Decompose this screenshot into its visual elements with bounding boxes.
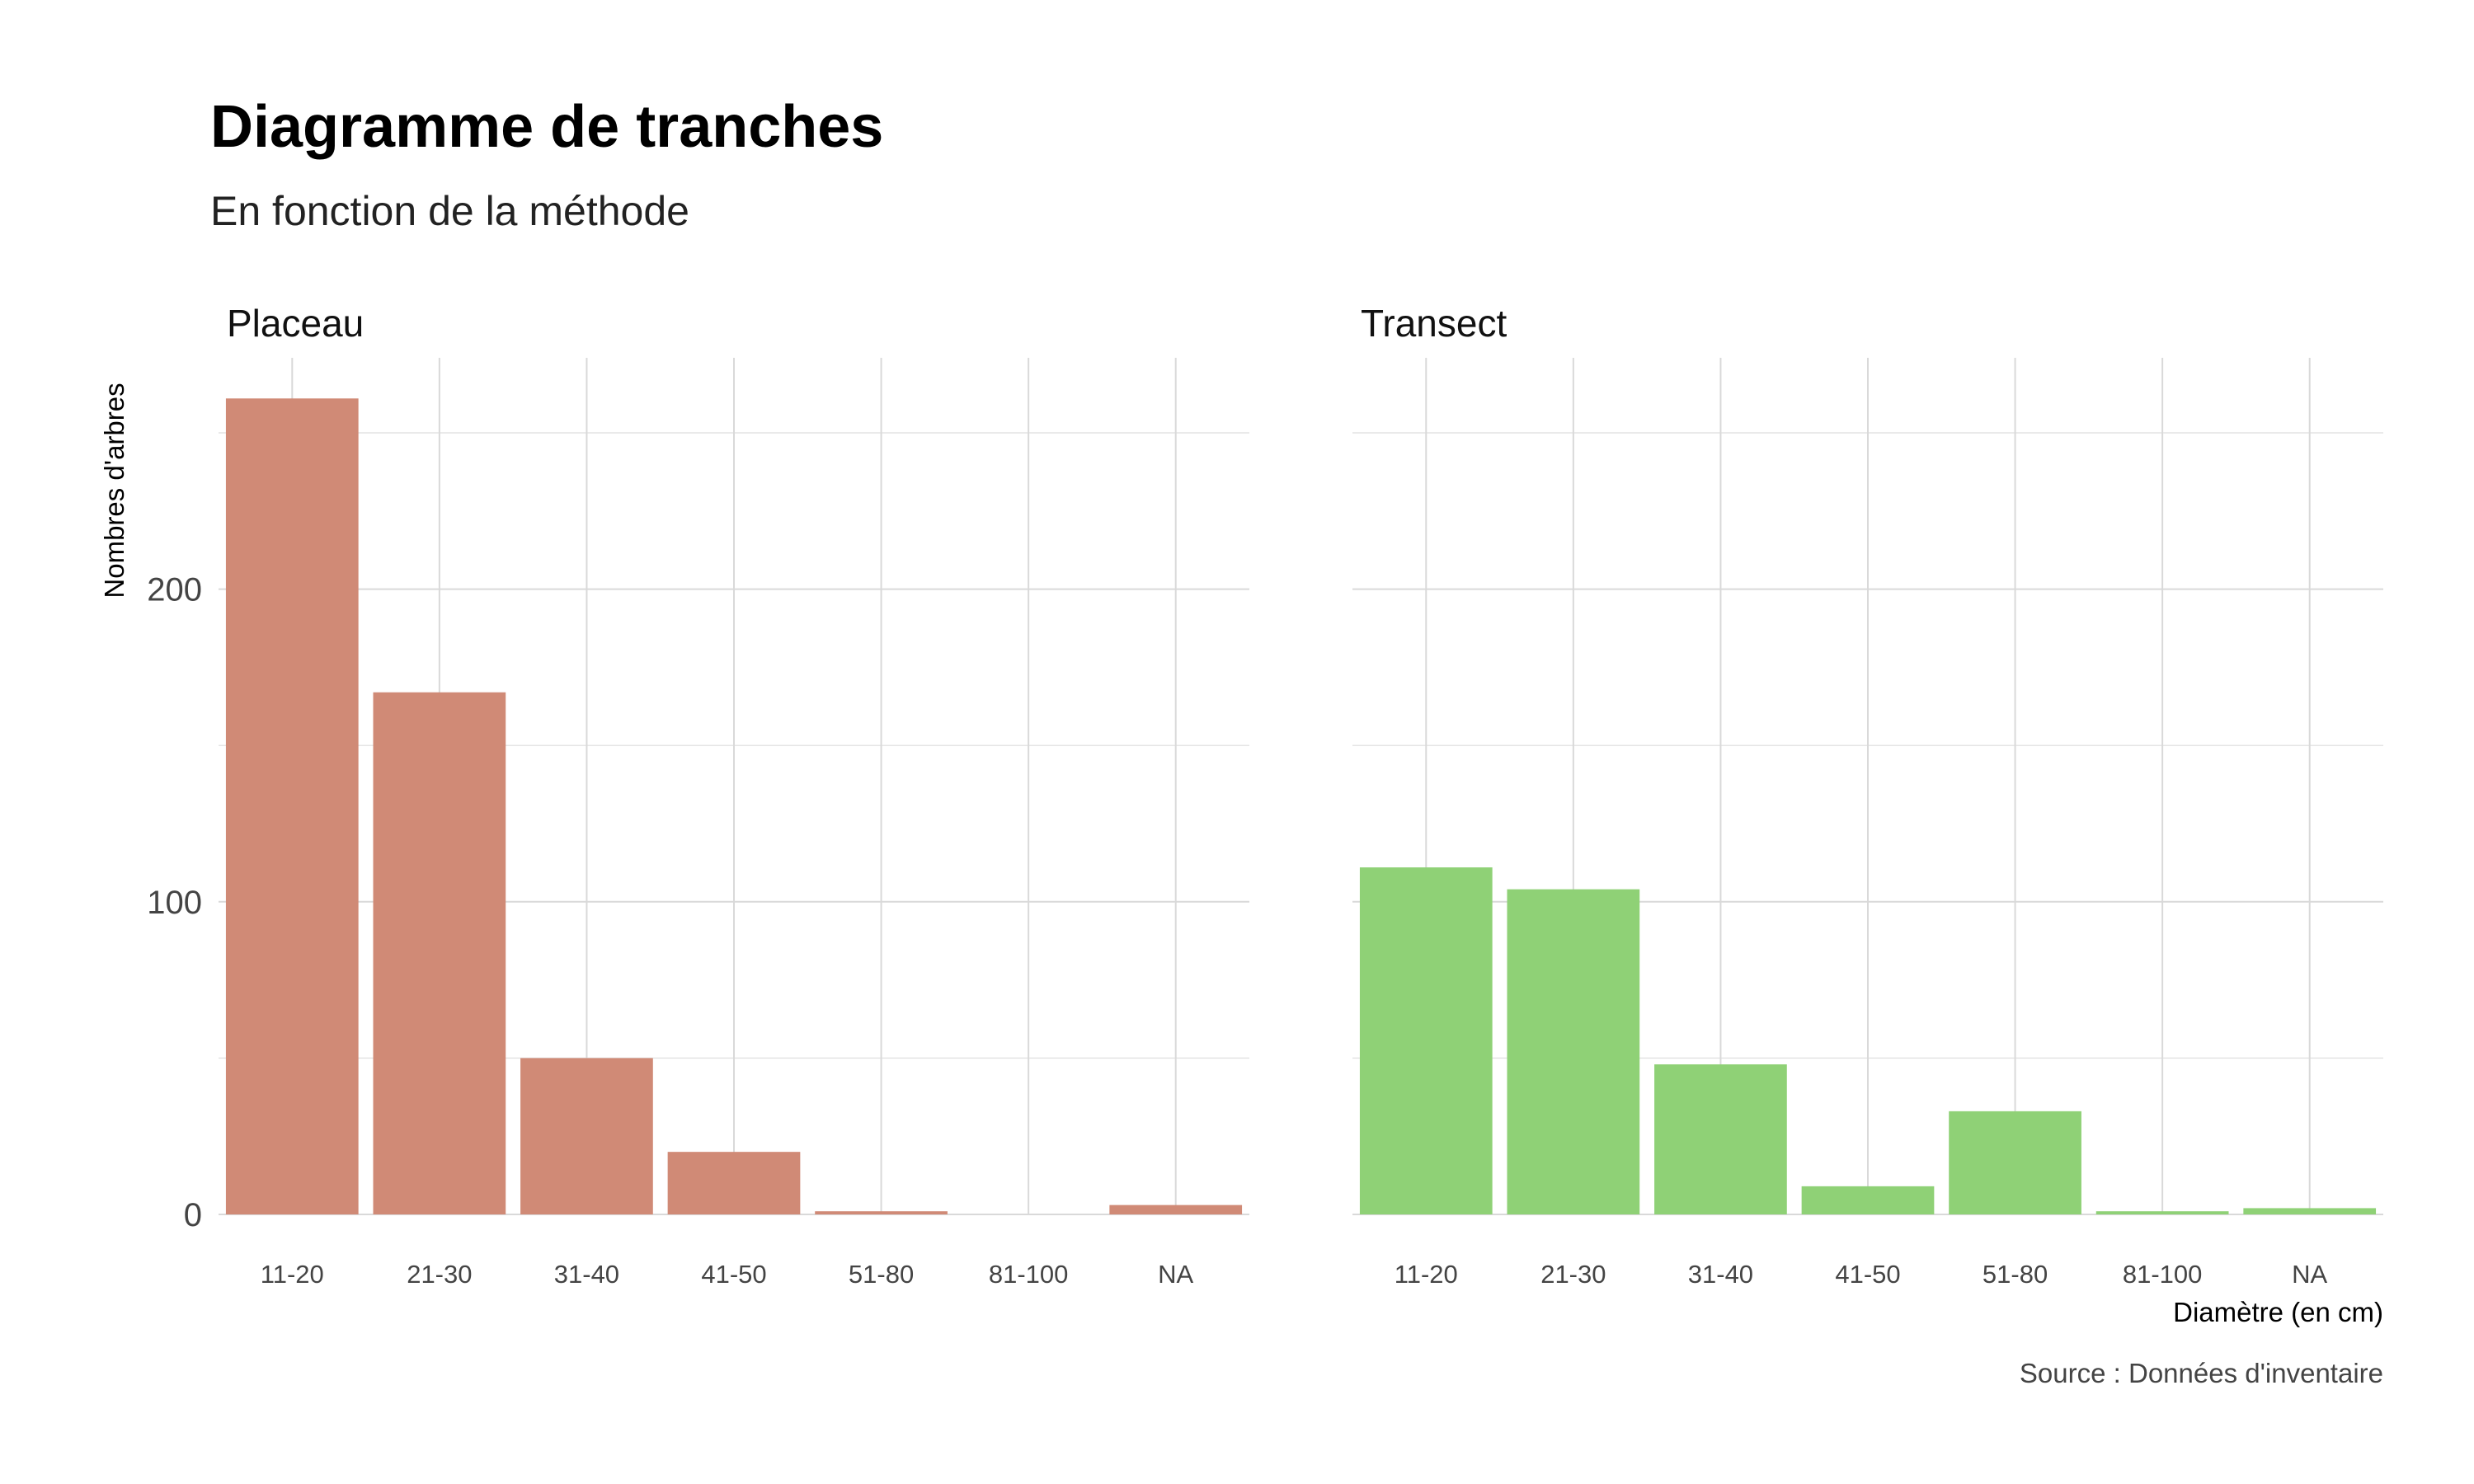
- facet-title-transect: Transect: [1361, 302, 1507, 345]
- x-tick-label: 51-80: [1982, 1260, 2048, 1289]
- bar-transect-21-30: [1507, 889, 1640, 1214]
- facet-panel-placeau: Placeau 11-20 21-30 31-40 41-50 51-80 81-100 NA: [219, 302, 1249, 1289]
- bar-transect-31-40: [1654, 1064, 1787, 1214]
- bar-placeau-na: [1109, 1205, 1243, 1214]
- bar-placeau-41-50: [667, 1152, 801, 1214]
- bar-placeau-21-30: [373, 692, 506, 1214]
- y-tick-label: 100: [147, 885, 202, 921]
- x-tick-label: NA: [2292, 1260, 2327, 1289]
- x-tick-label: 81-100: [989, 1260, 1069, 1289]
- y-tick-label: 200: [147, 572, 202, 608]
- x-tick-label: 11-20: [261, 1260, 324, 1289]
- x-tick-label: NA: [1158, 1260, 1193, 1289]
- x-tick-label: 41-50: [701, 1260, 766, 1289]
- chart-title: Diagramme de tranches: [210, 94, 883, 160]
- y-tick-label: 0: [184, 1197, 202, 1233]
- x-tick-label: 81-100: [2123, 1260, 2203, 1289]
- bar-placeau-31-40: [520, 1058, 653, 1214]
- bar-transect-41-50: [1801, 1186, 1935, 1214]
- y-axis-label: Nombres d'arbres: [99, 383, 129, 598]
- x-tick-label: 11-20: [1395, 1260, 1458, 1289]
- x-tick-label: 21-30: [1540, 1260, 1606, 1289]
- facet-title-placeau: Placeau: [227, 302, 364, 345]
- bar-placeau-11-20: [225, 398, 359, 1214]
- x-tick-label: 21-30: [407, 1260, 472, 1289]
- y-axis: 0 100 200: [147, 572, 202, 1233]
- chart-caption: Source : Données d'inventaire: [2020, 1358, 2383, 1388]
- bar-placeau-51-80: [815, 1211, 948, 1214]
- x-tick-label: 51-80: [849, 1260, 914, 1289]
- bar-transect-11-20: [1359, 867, 1493, 1214]
- bar-transect-na: [2243, 1208, 2377, 1214]
- chart-subtitle: En fonction de la méthode: [210, 188, 689, 234]
- x-tick-label: 41-50: [1835, 1260, 1900, 1289]
- bar-transect-81-100: [2095, 1211, 2229, 1214]
- x-axis-label: Diamètre (en cm): [2173, 1297, 2383, 1327]
- x-tick-label: 31-40: [554, 1260, 619, 1289]
- facet-panel-transect: Transect 11-20 21-30 31-40 41-50 51-80 81-100 N…: [1352, 302, 2383, 1289]
- x-tick-label: 31-40: [1688, 1260, 1753, 1289]
- bar-transect-51-80: [1949, 1111, 2081, 1214]
